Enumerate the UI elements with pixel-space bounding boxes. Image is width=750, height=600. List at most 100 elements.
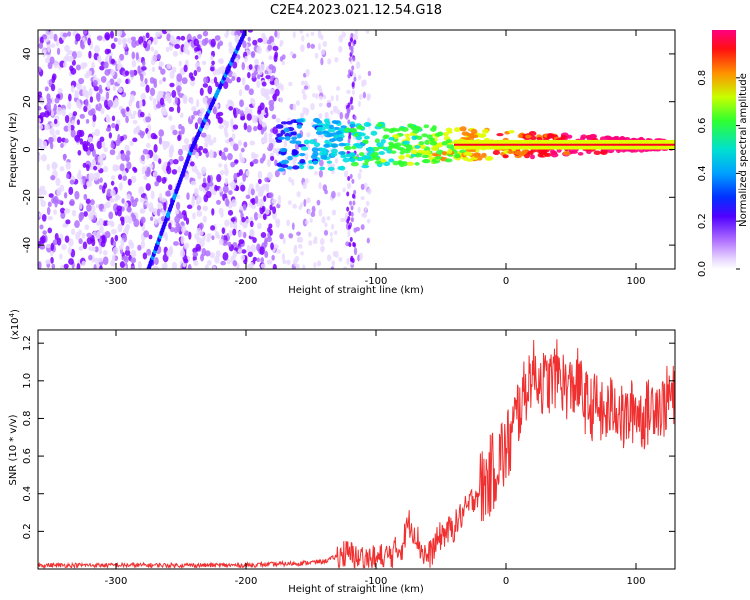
noise-speck xyxy=(158,61,164,68)
sparse-speck xyxy=(298,243,303,249)
band-speck xyxy=(375,123,383,127)
sparse-speck xyxy=(288,233,294,239)
band-speck xyxy=(370,130,378,136)
noise-speck xyxy=(243,122,248,131)
noise-speck xyxy=(142,148,149,155)
noise-speck xyxy=(99,225,104,234)
noise-speck xyxy=(98,217,104,226)
noise-speck xyxy=(84,73,90,79)
noise-speck xyxy=(249,229,255,237)
streak-speck xyxy=(350,37,354,43)
noise-speck xyxy=(110,68,115,77)
band-speck xyxy=(424,139,431,145)
noise-speck xyxy=(261,81,267,87)
noise-speck xyxy=(70,85,75,93)
sparse-speck xyxy=(295,100,301,106)
band-speck xyxy=(336,136,344,142)
noise-speck xyxy=(224,132,229,138)
noise-speck xyxy=(125,115,129,124)
noise-speck xyxy=(108,132,113,139)
noise-speck xyxy=(85,164,90,172)
band-speck xyxy=(398,155,406,160)
spectrogram-x-tick-label: -300 xyxy=(105,276,128,287)
noise-speck xyxy=(130,113,136,120)
noise-speck xyxy=(132,137,138,143)
noise-speck xyxy=(219,187,223,193)
sparse-speck xyxy=(299,30,304,34)
noise-speck xyxy=(41,154,47,162)
sparse-speck xyxy=(335,86,341,91)
sparse-speck xyxy=(320,49,326,55)
noise-speck xyxy=(264,106,268,114)
noise-speck xyxy=(110,58,116,65)
noise-speck xyxy=(67,101,72,110)
noise-speck xyxy=(39,97,45,105)
noise-speck xyxy=(244,55,248,63)
sparse-speck xyxy=(365,30,370,35)
noise-speck xyxy=(233,221,238,230)
sparse-speck xyxy=(306,42,311,49)
noise-speck xyxy=(38,212,43,218)
noise-speck xyxy=(260,263,266,269)
noise-speck xyxy=(210,66,215,72)
noise-speck xyxy=(261,183,268,191)
band-speck xyxy=(292,165,300,170)
noise-speck xyxy=(178,212,184,220)
noise-speck xyxy=(50,43,56,48)
band-speck xyxy=(403,148,411,154)
noise-speck xyxy=(159,97,165,106)
noise-speck xyxy=(174,96,179,105)
sparse-speck xyxy=(331,190,336,199)
sparse-speck xyxy=(366,93,371,99)
noise-speck xyxy=(234,159,239,164)
noise-speck xyxy=(88,172,95,182)
snr-scale-exponent: 4 xyxy=(8,312,16,317)
band-speck xyxy=(331,120,338,124)
noise-speck xyxy=(145,142,151,149)
noise-speck xyxy=(232,228,237,236)
noise-speck xyxy=(139,197,145,203)
band-speck xyxy=(606,148,615,154)
band-speck xyxy=(508,129,515,134)
noise-speck xyxy=(268,223,273,229)
noise-speck xyxy=(143,204,147,210)
noise-speck xyxy=(172,158,179,165)
sparse-speck xyxy=(296,191,301,198)
band-speck xyxy=(593,150,601,156)
noise-speck xyxy=(100,241,106,248)
sparse-speck xyxy=(310,43,315,49)
noise-speck xyxy=(174,39,181,45)
noise-speck xyxy=(270,155,275,162)
noise-speck xyxy=(241,216,246,223)
sparse-speck xyxy=(333,230,338,235)
noise-speck xyxy=(139,132,145,139)
noise-speck xyxy=(74,134,81,142)
sparse-speck xyxy=(302,181,307,190)
noise-speck xyxy=(150,46,154,52)
noise-speck xyxy=(82,89,88,97)
noise-speck xyxy=(237,108,241,115)
noise-speck xyxy=(225,198,230,207)
noise-speck xyxy=(129,70,135,75)
noise-speck xyxy=(178,60,182,67)
noise-speck xyxy=(140,92,146,102)
noise-speck xyxy=(272,126,278,135)
noise-speck xyxy=(214,255,220,264)
snr-x-tick-label: 100 xyxy=(626,576,645,587)
noise-speck xyxy=(174,209,180,215)
noise-speck xyxy=(120,153,127,162)
band-speck xyxy=(340,154,347,159)
noise-speck xyxy=(38,124,44,130)
spectrogram-x-tick-label: 100 xyxy=(626,276,645,287)
spectrogram-x-axis-label: Height of straight line (km) xyxy=(288,285,424,296)
noise-speck xyxy=(116,78,122,85)
noise-speck xyxy=(91,246,96,252)
sparse-speck xyxy=(331,260,336,267)
sparse-speck xyxy=(346,182,352,190)
noise-speck xyxy=(141,166,146,175)
noise-speck xyxy=(216,199,221,205)
noise-speck xyxy=(152,98,157,106)
sparse-speck xyxy=(357,100,361,107)
noise-speck xyxy=(138,36,144,45)
